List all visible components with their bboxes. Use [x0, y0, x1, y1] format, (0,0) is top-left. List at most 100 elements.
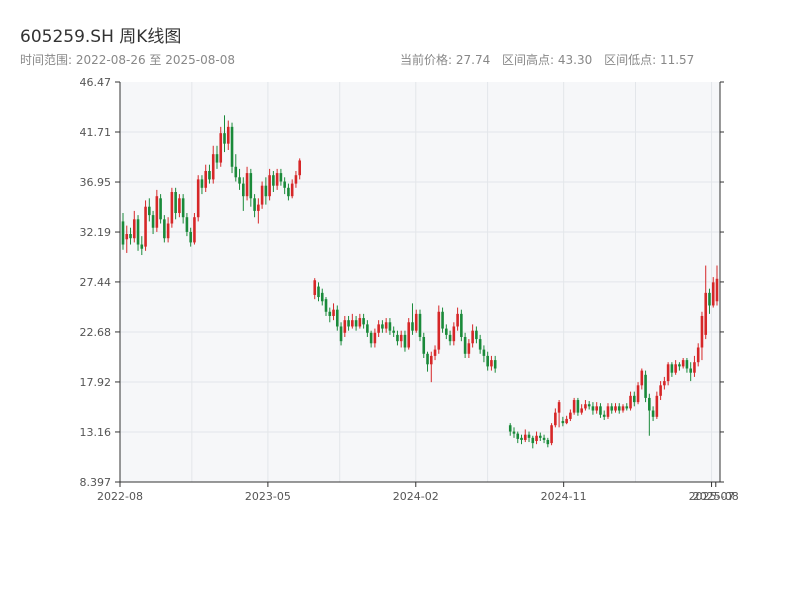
candle-down: [317, 286, 320, 298]
candle-down: [648, 397, 651, 411]
candle-down: [422, 336, 426, 354]
candle-up: [125, 234, 129, 240]
candle-down: [347, 320, 350, 327]
candle-up: [711, 282, 715, 306]
candle-down: [445, 328, 448, 335]
candle-down: [493, 360, 497, 369]
candle-up: [332, 309, 335, 316]
candle-up: [155, 196, 159, 228]
x-tick-label: 2023-05: [245, 490, 291, 503]
candle-down: [335, 309, 339, 327]
x-tick-label: 2025-08: [693, 490, 739, 503]
candle-up: [554, 412, 557, 426]
candle-down: [230, 126, 234, 167]
y-tick-label: 8.397: [80, 476, 112, 489]
current-price: 当前价格: 27.74: [400, 53, 491, 67]
candle-down: [685, 360, 689, 369]
candle-up: [580, 408, 583, 413]
y-tick-label: 27.44: [80, 276, 112, 289]
candle-down: [264, 185, 268, 197]
candle-down: [689, 368, 692, 373]
candle-up: [595, 406, 598, 411]
candle-down: [381, 324, 384, 329]
candle-down: [708, 292, 711, 306]
candle-up: [245, 173, 249, 197]
candle-up: [178, 198, 181, 214]
candle-down: [527, 434, 531, 438]
y-tick-label: 36.95: [80, 176, 112, 189]
candle-up: [674, 364, 677, 373]
candle-down: [181, 198, 185, 218]
candle-down: [602, 414, 606, 417]
candle-down: [388, 322, 392, 331]
range-low: 区间低点: 11.57: [604, 53, 695, 67]
candle-down: [140, 244, 144, 249]
candle-up: [377, 324, 380, 333]
candle-down: [354, 320, 358, 327]
candle-down: [512, 431, 516, 434]
candle-up: [204, 170, 208, 188]
candle-up: [659, 385, 662, 396]
candle-down: [287, 187, 290, 197]
candle-up: [343, 320, 347, 333]
candle-down: [651, 410, 655, 417]
candle-up: [550, 425, 553, 444]
candle-down: [599, 406, 602, 415]
candle-up: [693, 362, 696, 373]
candle-down: [215, 154, 219, 163]
candle-up: [313, 280, 317, 295]
candle-down: [369, 332, 373, 344]
candle-down: [362, 318, 365, 325]
candle-up: [260, 185, 264, 205]
candle-up: [606, 406, 610, 417]
candle-up: [640, 370, 644, 386]
candle-down: [587, 404, 591, 407]
candle-up: [663, 381, 666, 386]
x-tick-label: 2024-11: [541, 490, 587, 503]
candle-up: [211, 154, 215, 180]
candle-up: [226, 126, 230, 144]
candle-down: [328, 311, 332, 316]
candle-down: [520, 437, 523, 440]
candle-up: [490, 360, 493, 367]
candle-down: [200, 179, 204, 188]
candle-up: [569, 412, 572, 419]
candle-down: [617, 406, 621, 411]
candle-down: [403, 334, 407, 348]
candle-up: [407, 322, 411, 348]
candle-down: [242, 183, 245, 197]
candle-down: [324, 299, 328, 312]
candle-down: [531, 437, 535, 444]
candle-down: [366, 324, 369, 333]
candle-down: [174, 191, 177, 214]
candle-up: [621, 406, 625, 411]
candle-up: [275, 173, 279, 186]
candle-up: [144, 206, 147, 247]
price-stats: 当前价格: 27.74 区间高点: 43.30 区间低点: 11.57: [400, 51, 702, 68]
candle-up: [219, 133, 223, 163]
candle-up: [414, 313, 418, 331]
y-tick-label: 32.19: [80, 226, 112, 239]
candle-up: [704, 292, 708, 335]
candle-down: [320, 292, 324, 302]
candle-down: [279, 173, 283, 182]
candle-up: [535, 435, 538, 441]
y-tick-label: 13.16: [80, 426, 112, 439]
candle-up: [294, 175, 298, 184]
candle-down: [238, 177, 241, 184]
candle-down: [478, 339, 482, 350]
candle-up: [572, 400, 576, 413]
candle-down: [625, 406, 629, 409]
candle-down: [591, 406, 595, 411]
candle-down: [151, 215, 155, 228]
y-tick-label: 46.47: [80, 76, 112, 89]
candle-down: [486, 355, 489, 367]
candle-up: [358, 318, 362, 327]
candle-down: [339, 326, 343, 342]
candle-down: [223, 133, 226, 144]
candle-up: [166, 223, 170, 239]
candles: [121, 115, 719, 449]
candle-down: [610, 406, 614, 411]
candle-up: [471, 330, 474, 344]
